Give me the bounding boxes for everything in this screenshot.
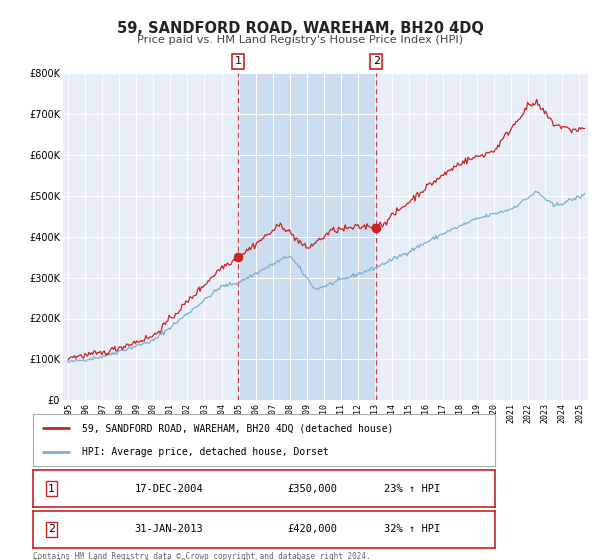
- Text: 1: 1: [48, 484, 55, 493]
- Text: 2: 2: [48, 525, 55, 534]
- Text: 32% ↑ HPI: 32% ↑ HPI: [384, 525, 440, 534]
- Text: £420,000: £420,000: [287, 525, 337, 534]
- Text: 23% ↑ HPI: 23% ↑ HPI: [384, 484, 440, 493]
- Text: £350,000: £350,000: [287, 484, 337, 493]
- Text: 59, SANDFORD ROAD, WAREHAM, BH20 4DQ: 59, SANDFORD ROAD, WAREHAM, BH20 4DQ: [116, 21, 484, 36]
- Text: 17-DEC-2004: 17-DEC-2004: [134, 484, 203, 493]
- Bar: [238, 73, 376, 400]
- Text: 1: 1: [235, 56, 241, 66]
- Text: Contains HM Land Registry data © Crown copyright and database right 2024.: Contains HM Land Registry data © Crown c…: [33, 552, 371, 560]
- Text: HPI: Average price, detached house, Dorset: HPI: Average price, detached house, Dors…: [82, 447, 328, 457]
- Text: 59, SANDFORD ROAD, WAREHAM, BH20 4DQ (detached house): 59, SANDFORD ROAD, WAREHAM, BH20 4DQ (de…: [82, 423, 393, 433]
- Text: This data is licensed under the Open Government Licence v3.0.: This data is licensed under the Open Gov…: [33, 558, 315, 560]
- Text: 31-JAN-2013: 31-JAN-2013: [134, 525, 203, 534]
- Text: Price paid vs. HM Land Registry's House Price Index (HPI): Price paid vs. HM Land Registry's House …: [137, 35, 463, 45]
- Text: 2: 2: [373, 56, 380, 66]
